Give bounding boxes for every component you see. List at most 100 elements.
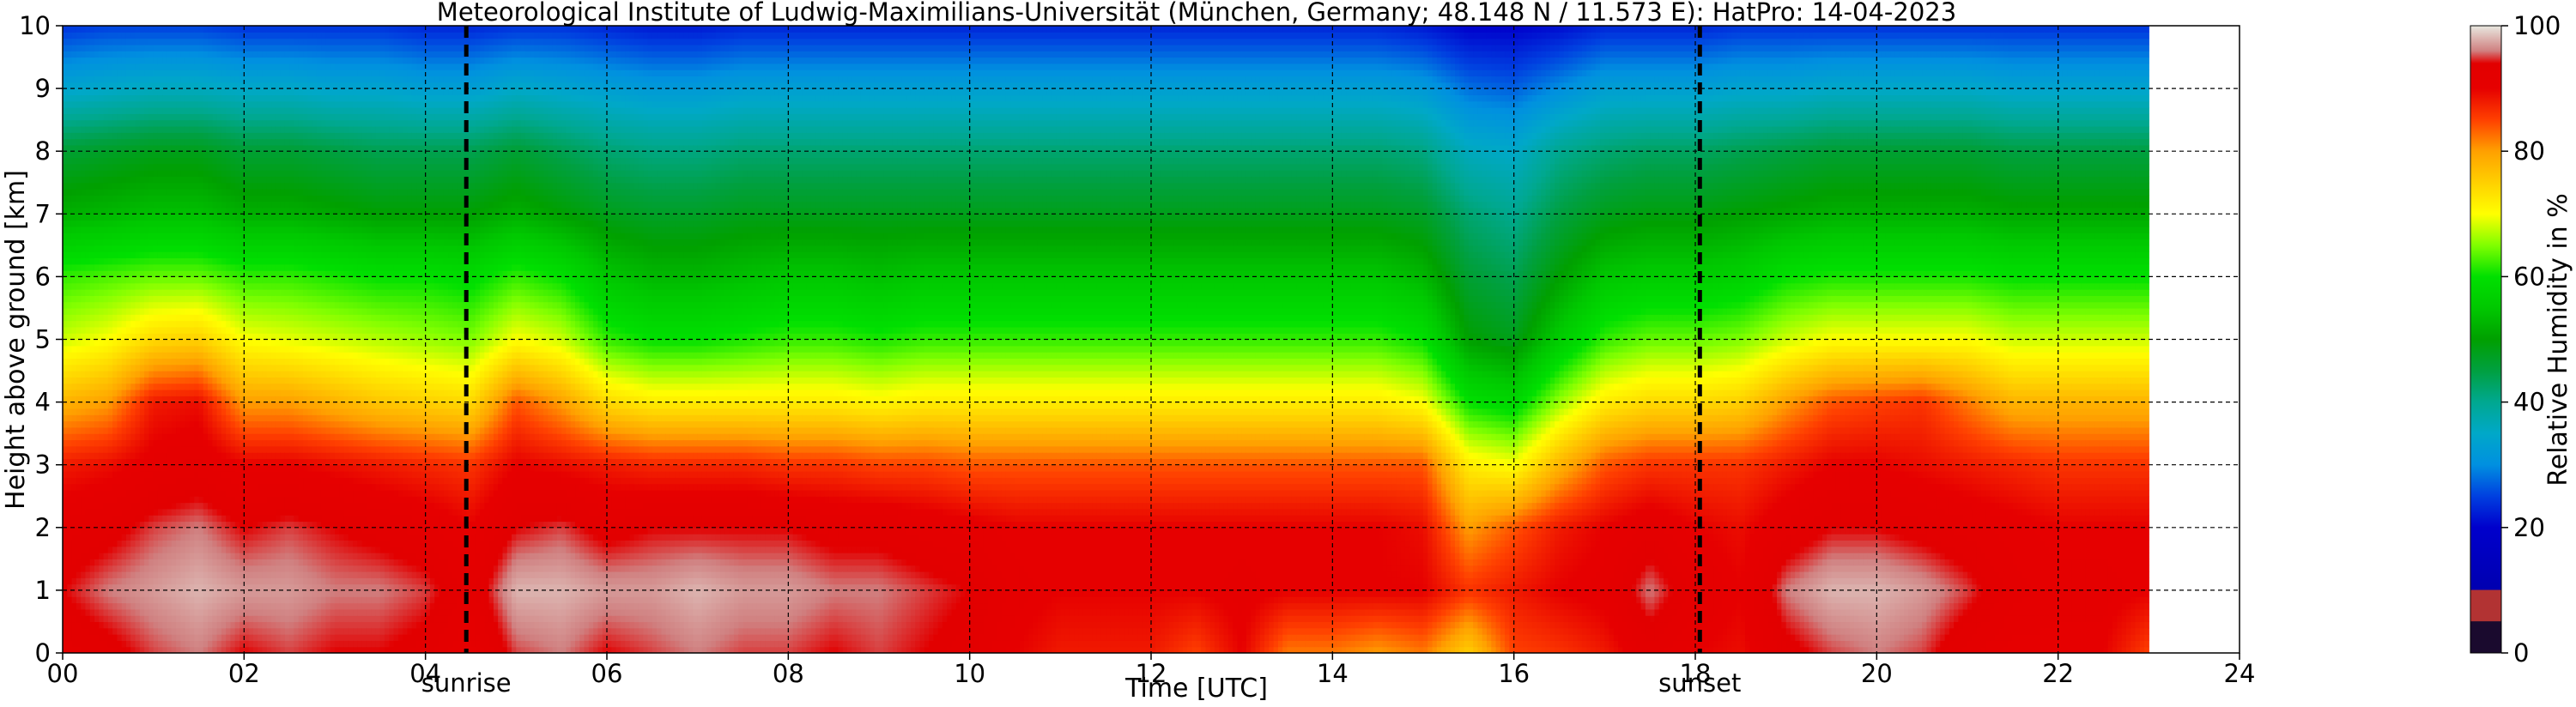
heatmap-cell <box>153 389 159 396</box>
heatmap-cell <box>162 144 168 152</box>
heatmap-cell <box>81 527 87 535</box>
heatmap-cell <box>130 426 136 434</box>
heatmap-cell <box>216 634 222 641</box>
heatmap-cell <box>185 32 191 39</box>
heatmap-cell <box>271 233 276 240</box>
heatmap-cell <box>271 333 276 341</box>
heatmap-cell <box>76 295 82 303</box>
heatmap-cell <box>280 646 286 653</box>
heatmap-cell <box>248 426 254 434</box>
heatmap-cell <box>103 239 109 246</box>
heatmap-cell <box>103 69 109 77</box>
heatmap-cell <box>135 263 141 271</box>
heatmap-cell <box>85 502 91 510</box>
heatmap-cell <box>135 69 141 77</box>
heatmap-cell <box>271 270 276 277</box>
heatmap-cell <box>212 377 218 384</box>
heatmap-cell <box>130 389 136 396</box>
heatmap-cell <box>63 445 68 453</box>
heatmap-cell <box>139 596 145 604</box>
heatmap-cell <box>67 577 73 585</box>
heatmap-cell <box>252 396 258 403</box>
heatmap-cell <box>167 339 173 347</box>
heatmap-cell <box>185 345 191 353</box>
heatmap-cell <box>153 345 159 353</box>
heatmap-cell <box>180 251 186 259</box>
heatmap-cell <box>248 94 254 102</box>
heatmap-cell <box>226 69 232 77</box>
heatmap-cell <box>258 201 264 208</box>
heatmap-cell <box>148 621 155 629</box>
heatmap-cell <box>94 414 100 422</box>
heatmap-cell <box>248 383 254 390</box>
heatmap-cell <box>203 596 209 604</box>
heatmap-cell <box>148 270 155 277</box>
heatmap-cell <box>216 489 222 497</box>
heatmap-cell <box>198 565 204 572</box>
heatmap-cell <box>148 540 155 547</box>
heatmap-cell <box>216 640 222 648</box>
heatmap-cell <box>135 157 141 165</box>
heatmap-cell <box>248 189 254 196</box>
heatmap-cell <box>139 502 145 510</box>
heatmap-cell <box>171 69 177 77</box>
heatmap-cell <box>194 464 200 472</box>
heatmap-cell <box>230 151 236 159</box>
heatmap-cell <box>239 182 245 190</box>
heatmap-cell <box>125 565 131 572</box>
heatmap-cell <box>139 433 145 441</box>
heatmap-cell <box>239 301 245 309</box>
heatmap-cell <box>148 452 155 459</box>
heatmap-cell <box>258 251 264 259</box>
heatmap-cell <box>189 627 195 635</box>
heatmap-cell <box>252 326 258 334</box>
heatmap-cell <box>162 608 168 616</box>
heatmap-cell <box>85 634 91 641</box>
heatmap-cell <box>230 63 236 70</box>
heatmap-cell <box>103 233 109 240</box>
heatmap-cell <box>76 138 82 146</box>
heatmap-cell <box>252 521 258 529</box>
heatmap-cell <box>157 32 163 39</box>
heatmap-cell <box>107 483 113 491</box>
heatmap-cell <box>135 426 141 434</box>
heatmap-cell <box>67 571 73 578</box>
heatmap-cell <box>226 521 232 529</box>
heatmap-cell <box>234 63 240 70</box>
heatmap-cell <box>85 132 91 140</box>
heatmap-cell <box>189 189 195 196</box>
heatmap-cell <box>266 502 272 510</box>
heatmap-cell <box>139 559 145 566</box>
heatmap-cell <box>130 483 136 491</box>
heatmap-cell <box>130 420 136 428</box>
heatmap-cell <box>221 471 227 478</box>
heatmap-cell <box>234 608 240 616</box>
heatmap-cell <box>244 144 250 152</box>
heatmap-cell <box>125 138 131 146</box>
heatmap-cell <box>71 295 77 303</box>
heatmap-cell <box>103 257 109 265</box>
heatmap-cell <box>157 251 163 259</box>
heatmap-cell <box>135 515 141 523</box>
heatmap-cell <box>248 496 254 504</box>
heatmap-cell <box>139 100 145 108</box>
heatmap-cell <box>262 195 268 202</box>
heatmap-cell <box>121 521 127 529</box>
heatmap-cell <box>157 640 163 648</box>
heatmap-cell <box>234 257 240 265</box>
heatmap-cell <box>117 119 123 127</box>
heatmap-cell <box>130 63 136 70</box>
heatmap-cell <box>216 352 222 360</box>
heatmap-cell <box>244 502 250 510</box>
heatmap-cell <box>221 263 227 271</box>
heatmap-cell <box>203 339 209 347</box>
heatmap-cell <box>280 314 286 322</box>
heatmap-cell <box>244 314 250 322</box>
heatmap-cell <box>280 339 286 347</box>
heatmap-cell <box>85 44 91 51</box>
heatmap-cell <box>148 608 155 616</box>
heatmap-cell <box>148 571 155 578</box>
heatmap-cell <box>208 138 213 146</box>
heatmap-cell <box>226 76 232 83</box>
heatmap-cell <box>153 339 159 347</box>
